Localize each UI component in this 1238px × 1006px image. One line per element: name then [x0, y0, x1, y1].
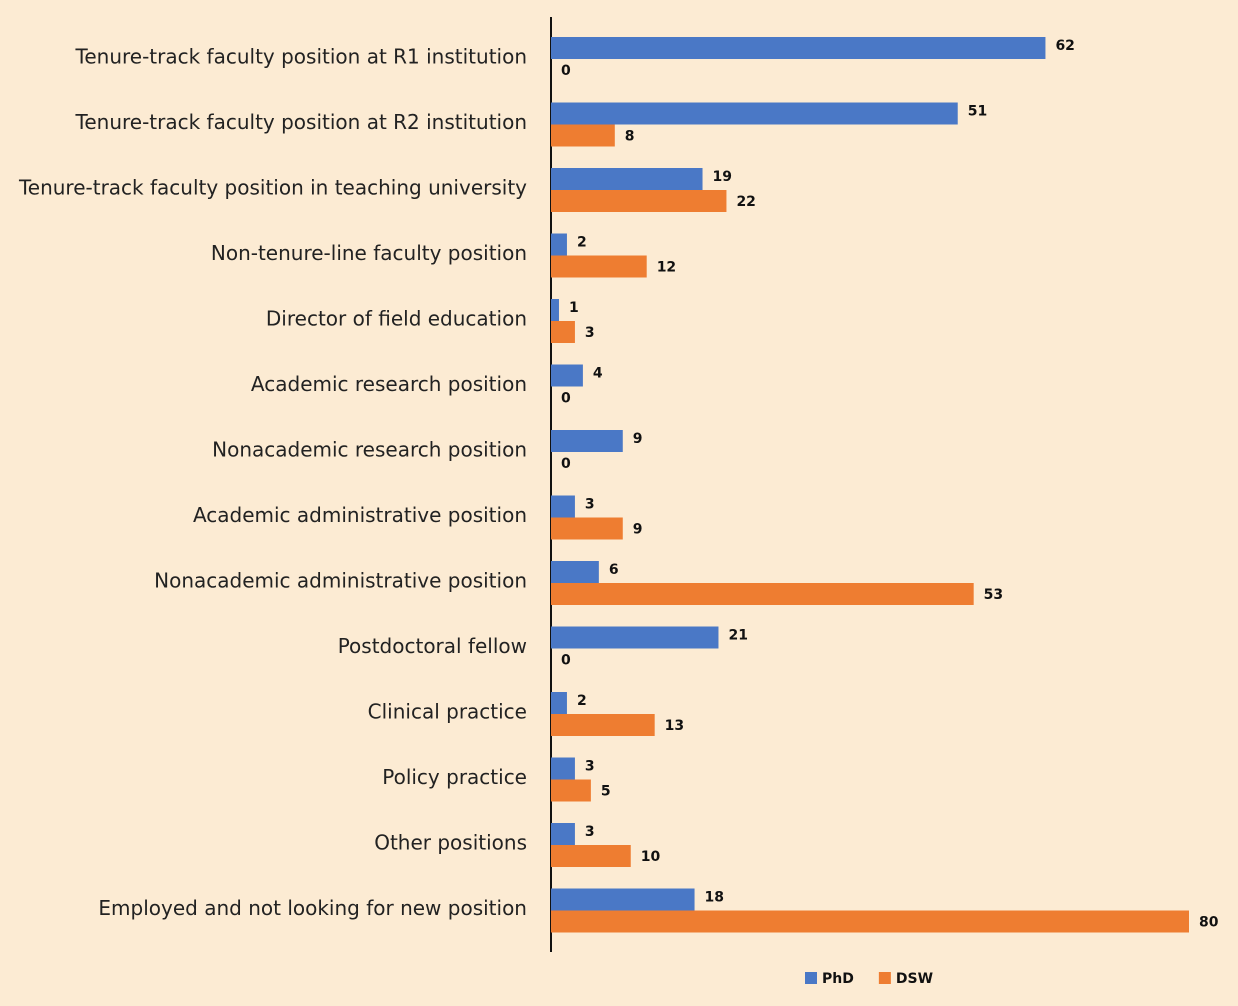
bar — [551, 364, 583, 387]
value-label: 0 — [561, 63, 571, 79]
bar — [551, 845, 631, 867]
bar — [551, 561, 599, 583]
bar — [551, 233, 567, 256]
legend-label: PhD — [822, 971, 854, 987]
bar — [551, 124, 615, 147]
bar — [551, 255, 647, 278]
value-label: 4 — [593, 366, 603, 382]
bar — [551, 37, 1046, 59]
value-label: 80 — [1199, 915, 1219, 931]
value-label: 53 — [984, 587, 1003, 603]
category-label: Policy practice — [382, 765, 527, 789]
category-label: Tenure-track faculty position at R1 inst… — [75, 45, 527, 69]
bar — [551, 430, 623, 452]
value-label: 13 — [665, 718, 684, 734]
bar — [551, 910, 1189, 933]
value-label: 1 — [569, 300, 579, 316]
bar — [551, 888, 695, 911]
value-label: 9 — [633, 431, 643, 447]
category-label: Nonacademic research position — [212, 438, 527, 462]
bar — [551, 823, 575, 845]
value-label: 0 — [561, 653, 571, 669]
bar — [551, 757, 575, 780]
value-label: 12 — [657, 260, 676, 276]
bar — [551, 299, 559, 321]
legend-swatch — [805, 972, 817, 984]
value-label: 3 — [585, 824, 595, 840]
value-label: 62 — [1055, 38, 1074, 54]
bar — [551, 495, 575, 518]
value-label: 22 — [736, 194, 755, 210]
value-label: 18 — [705, 890, 724, 906]
value-label: 2 — [577, 235, 587, 251]
bar — [551, 626, 719, 649]
value-label: 6 — [609, 562, 619, 578]
legend-swatch — [878, 972, 891, 984]
category-label: Postdoctoral fellow — [338, 634, 527, 658]
bar — [551, 714, 655, 736]
category-label: Non-tenure-line faculty position — [211, 241, 527, 265]
value-label: 21 — [728, 628, 747, 644]
value-label: 3 — [585, 325, 595, 341]
value-label: 51 — [968, 104, 987, 120]
bar — [551, 517, 623, 540]
bar — [551, 102, 958, 125]
bar — [551, 779, 591, 802]
bar — [551, 168, 703, 190]
value-label: 9 — [633, 522, 643, 538]
value-label: 0 — [561, 456, 571, 472]
legend-label: DSW — [896, 971, 933, 987]
category-label: Clinical practice — [368, 700, 527, 724]
value-label: 5 — [601, 784, 611, 800]
bar — [551, 583, 974, 605]
category-label: Tenure-track faculty position in teachin… — [18, 176, 527, 200]
value-label: 3 — [585, 759, 595, 775]
category-label: Employed and not looking for new positio… — [98, 896, 527, 920]
category-label: Tenure-track faculty position at R2 inst… — [75, 110, 527, 134]
value-label: 2 — [577, 693, 587, 709]
category-label: Other positions — [374, 831, 527, 855]
value-label: 8 — [625, 129, 635, 145]
bar — [551, 692, 567, 714]
category-label: Nonacademic administrative position — [154, 569, 527, 593]
value-label: 19 — [713, 169, 732, 185]
bar — [551, 190, 727, 212]
category-label: Academic administrative position — [193, 503, 527, 527]
category-label: Director of field education — [266, 307, 527, 331]
bar — [551, 321, 575, 343]
category-label: Academic research position — [251, 372, 527, 396]
value-label: 0 — [561, 391, 571, 407]
value-label: 3 — [585, 497, 595, 513]
value-label: 10 — [641, 849, 661, 865]
